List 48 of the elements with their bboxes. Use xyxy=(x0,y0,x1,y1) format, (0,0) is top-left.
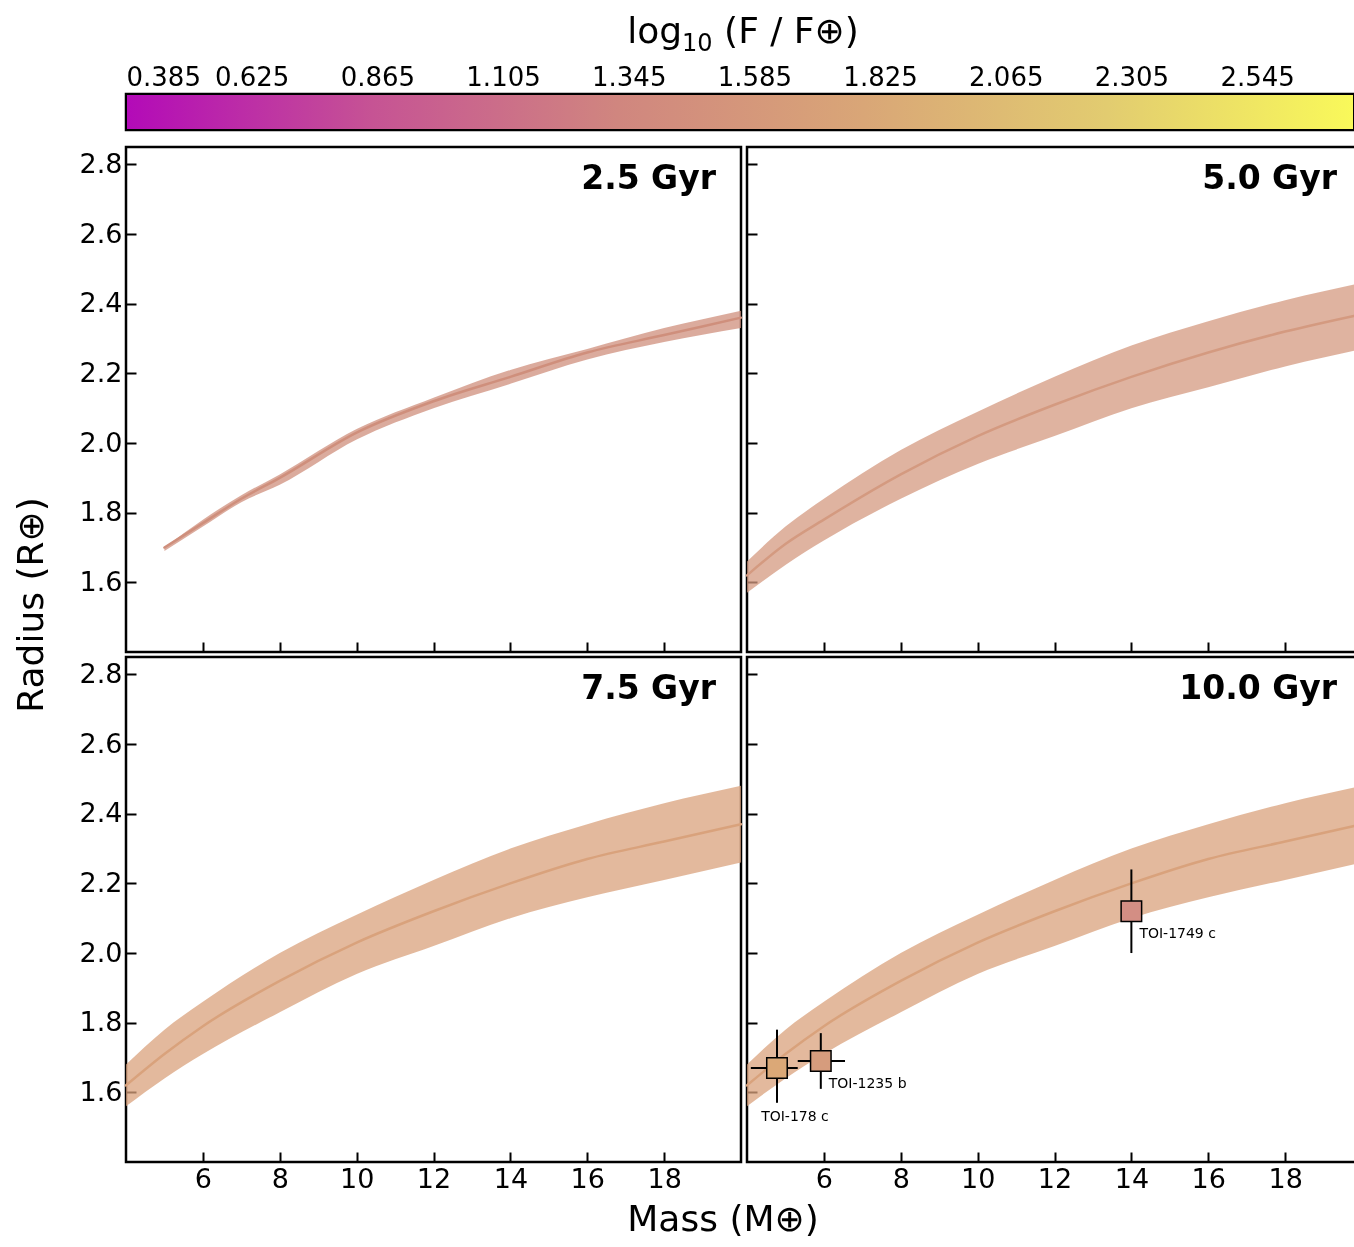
x-tick-label: 14 xyxy=(1114,1162,1150,1194)
y-tick-label: 2.4 xyxy=(79,287,123,319)
color-bar-label: 1.105 xyxy=(466,61,541,92)
chart-title: 5.0 Gyr xyxy=(1202,158,1338,197)
annotation: TOI-1749 c xyxy=(1138,925,1216,942)
annotation: TOI-1235 b xyxy=(827,1075,907,1091)
x-tick-label: 18 xyxy=(647,1162,682,1194)
y-tick-label: 2.0 xyxy=(79,936,123,968)
y-tick-label: 1.8 xyxy=(79,1006,123,1038)
color-bar-label: 0.865 xyxy=(340,61,416,92)
y-axis-title: Radius (R⊕) xyxy=(9,497,51,713)
color-bar-label: 2.065 xyxy=(969,61,1044,92)
y-tick-label: 1.6 xyxy=(79,565,123,597)
x-tick-label: 16 xyxy=(570,1162,605,1194)
y-tick-label: 1.6 xyxy=(79,1075,123,1107)
chart-title: 2.5 Gyr xyxy=(581,158,717,197)
x-tick-label: 10 xyxy=(339,1162,375,1194)
y-tick-label: 1.8 xyxy=(79,496,123,528)
color-bar-label: 2.305 xyxy=(1094,61,1170,92)
x-tick-label: 16 xyxy=(1191,1162,1226,1194)
y-tick-label: 2.8 xyxy=(79,147,123,179)
chart-title: 7.5 Gyr xyxy=(581,668,717,707)
x-tick-label: 8 xyxy=(271,1162,289,1194)
color-bar-label: 2.545 xyxy=(1220,61,1295,92)
y-tick-label: 2.6 xyxy=(79,727,123,759)
color-bar-label: 0.625 xyxy=(214,61,290,92)
x-tick-label: 14 xyxy=(493,1162,529,1194)
x-tick-label: 6 xyxy=(815,1162,833,1194)
y-tick-label: 2.0 xyxy=(79,426,123,458)
y-tick-label: 2.4 xyxy=(79,797,123,829)
x-tick-label: 18 xyxy=(1268,1162,1303,1194)
color-bar-label: 1.825 xyxy=(843,61,918,92)
color-bar-label: 1.585 xyxy=(717,61,793,92)
y-tick-label: 2.8 xyxy=(79,657,123,689)
x-tick-label: 8 xyxy=(892,1162,910,1194)
color-bar-title: log$_{10}$ (F / F⊕) xyxy=(627,10,859,58)
y-tick-label: 2.6 xyxy=(79,217,123,249)
y-tick-label: 2.2 xyxy=(79,866,123,898)
y-tick-label: 2.2 xyxy=(79,356,123,388)
color-bar-label: 1.345 xyxy=(592,61,667,92)
annotation: TOI-178 c xyxy=(760,1107,829,1124)
x-tick-label: 12 xyxy=(1037,1162,1073,1194)
chart-title: 10.0 Gyr xyxy=(1179,668,1338,707)
color-bar-label: 0.385 xyxy=(126,61,201,92)
x-tick-label: 12 xyxy=(416,1162,452,1194)
x-axis-title: Mass (M⊕) xyxy=(627,1198,819,1239)
x-tick-label: 6 xyxy=(194,1162,212,1194)
x-tick-label: 10 xyxy=(960,1162,996,1194)
